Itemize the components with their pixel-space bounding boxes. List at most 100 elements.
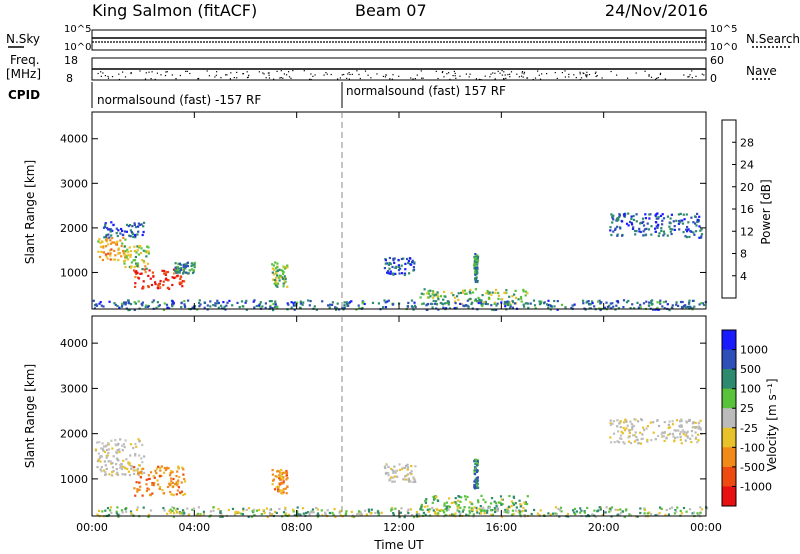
power-echo-cell (107, 243, 110, 246)
power-echo-cell (134, 285, 137, 288)
power-echo-cell (614, 227, 617, 230)
power-echo-cell (684, 304, 687, 307)
nave-point (247, 76, 249, 78)
velocity-echo-cell (96, 441, 99, 444)
power-echo-cell (129, 266, 132, 269)
power-echo-cell (94, 304, 97, 307)
velocity-echo-cell (616, 508, 619, 512)
velocity-echo-cell (454, 512, 457, 515)
power-echo-cell (272, 309, 275, 312)
velocity-echo-cell (286, 477, 289, 480)
velocity-echo-cell (174, 509, 178, 512)
power-echo-cell (104, 253, 107, 256)
velocity-echo-cell (667, 433, 670, 436)
power-echo-cell (486, 303, 489, 306)
velocity-echo-cell (690, 441, 693, 444)
noise-left-top-tick: 10^5 (64, 24, 91, 35)
velocity-echo-cell (282, 476, 285, 479)
power-echo-cell (643, 228, 646, 231)
power-echo-cell (481, 294, 484, 297)
velocity-echo-cell (519, 514, 522, 517)
velocity-echo-cell (682, 433, 685, 436)
power-echo-cell (413, 261, 416, 264)
velocity-echo-cell (171, 509, 174, 513)
power-echo-cell (655, 217, 658, 220)
power-echo-cell (128, 246, 131, 249)
velocity-echo-cell (146, 487, 149, 490)
power-echo-cell (675, 301, 678, 304)
nave-point (521, 71, 524, 73)
power-echo-cell (124, 238, 127, 241)
velocity-echo-cell (152, 475, 155, 478)
velocity-echo-cell (415, 510, 418, 514)
power-echo-cell (506, 303, 509, 306)
velocity-echo-cell (176, 507, 179, 510)
velocity-echo-cell (141, 494, 144, 497)
velocity-echo-cell (344, 512, 348, 515)
velocity-echo-cell (128, 474, 131, 477)
nave-point (554, 72, 556, 74)
velocity-echo-cell (345, 510, 348, 513)
power-echo-cell (475, 268, 478, 271)
velocity-echo-cell (680, 512, 683, 515)
nave-point (359, 77, 361, 80)
nave-point (582, 72, 584, 74)
velocity-echo-cell (518, 499, 521, 502)
power-echo-cell (137, 300, 140, 303)
velocity-echo-cell (632, 434, 635, 437)
power-echo-cell (271, 307, 274, 310)
power-echo-cell (464, 304, 467, 307)
velocity-echo-cell (679, 438, 682, 441)
nave-point (412, 78, 414, 80)
nave-point (198, 77, 200, 80)
nave-point (130, 72, 132, 74)
velocity-echo-cell (367, 508, 370, 511)
power-echo-cell (661, 223, 664, 226)
power-echo-cell (611, 215, 614, 218)
nave-point (268, 72, 270, 74)
velocity-echo-cell (137, 438, 140, 441)
velocity-echo-cell (107, 513, 111, 517)
power-echo-cell (654, 214, 657, 217)
power-echo-cell (108, 236, 111, 239)
velocity-echo-cell (680, 419, 683, 422)
nave-point (478, 78, 480, 80)
nave-point (303, 70, 305, 72)
power-echo-cell (538, 303, 542, 306)
velocity-echo-cell (131, 465, 134, 468)
freq-tick-top: 18 (64, 54, 78, 67)
nave-point (522, 76, 524, 78)
power-echo-cell (448, 307, 451, 310)
power-echo-cell (114, 254, 117, 257)
power-echo-cell (437, 298, 440, 301)
velocity-echo-cell (393, 480, 396, 483)
power-echo-cell (134, 226, 138, 229)
power-echo-cell (622, 213, 626, 216)
velocity-echo-cell (599, 508, 602, 511)
power-echo-cell (127, 309, 130, 312)
velocity-echo-cell (434, 497, 437, 500)
power-echo-cell (357, 304, 360, 307)
power-echo-cell (632, 214, 635, 218)
velocity-echo-cell (503, 510, 506, 513)
velocity-echo-cell (468, 509, 471, 512)
velocity-echo-cell (486, 511, 489, 514)
power-echo-cell (274, 261, 277, 264)
power-echo-cell (425, 304, 428, 307)
velocity-echo-cell (172, 515, 175, 518)
velocity-echo-cell (282, 488, 285, 491)
power-echo-cell (496, 302, 499, 305)
velocity-echo-cell (496, 509, 499, 512)
power-echo-cell (476, 266, 479, 269)
velocity-echo-cell (490, 497, 494, 500)
power-echo-cell (612, 230, 615, 233)
velocity-echo-cell (100, 466, 103, 469)
power-echo-cell (477, 300, 480, 303)
nave-point (454, 75, 456, 77)
velocity-echo-cell (591, 513, 594, 516)
velocity-echo-cell (431, 506, 434, 510)
velocity-echo-cell (520, 510, 523, 513)
power-echo-cell (244, 301, 247, 304)
velocity-echo-cell (697, 439, 700, 442)
